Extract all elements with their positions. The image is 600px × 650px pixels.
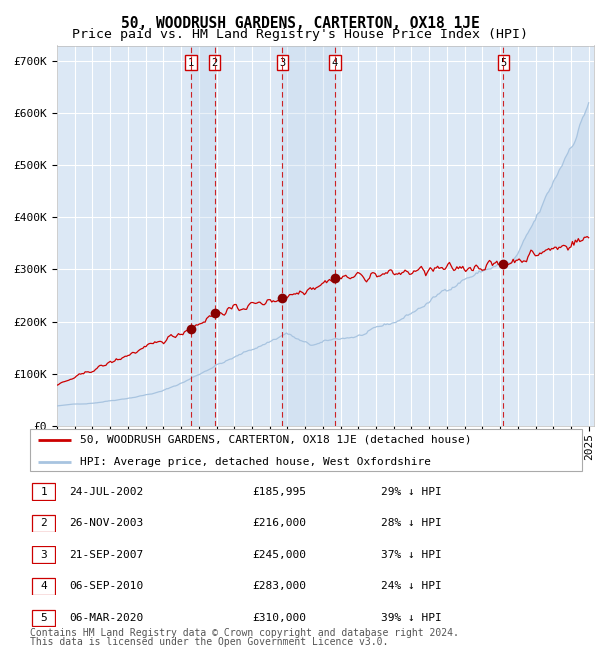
Text: 26-NOV-2003: 26-NOV-2003 [69,518,143,528]
Bar [191,46,215,426]
Text: 06-MAR-2020: 06-MAR-2020 [69,613,143,623]
Text: 5: 5 [500,58,506,68]
Text: 21-SEP-2007: 21-SEP-2007 [69,550,143,560]
Text: 2: 2 [40,518,47,528]
Text: £283,000: £283,000 [252,581,306,592]
Text: Contains HM Land Registry data © Crown copyright and database right 2024.: Contains HM Land Registry data © Crown c… [30,629,459,638]
Text: £245,000: £245,000 [252,550,306,560]
Text: 2: 2 [212,58,218,68]
FancyBboxPatch shape [32,515,55,532]
Text: 29% ↓ HPI: 29% ↓ HPI [381,487,442,497]
Text: 50, WOODRUSH GARDENS, CARTERTON, OX18 1JE (detached house): 50, WOODRUSH GARDENS, CARTERTON, OX18 1J… [80,435,471,445]
Text: 50, WOODRUSH GARDENS, CARTERTON, OX18 1JE: 50, WOODRUSH GARDENS, CARTERTON, OX18 1J… [121,16,479,31]
Text: 24% ↓ HPI: 24% ↓ HPI [381,581,442,592]
FancyBboxPatch shape [32,547,55,563]
Text: 3: 3 [280,58,286,68]
Text: 06-SEP-2010: 06-SEP-2010 [69,581,143,592]
FancyBboxPatch shape [32,483,55,500]
Text: 4: 4 [332,58,338,68]
Text: 37% ↓ HPI: 37% ↓ HPI [381,550,442,560]
FancyBboxPatch shape [32,610,55,627]
Text: 39% ↓ HPI: 39% ↓ HPI [381,613,442,623]
Text: £310,000: £310,000 [252,613,306,623]
FancyBboxPatch shape [30,429,582,471]
Bar [283,46,335,426]
FancyBboxPatch shape [32,578,55,595]
Text: 24-JUL-2002: 24-JUL-2002 [69,487,143,497]
Text: HPI: Average price, detached house, West Oxfordshire: HPI: Average price, detached house, West… [80,457,431,467]
Text: Price paid vs. HM Land Registry's House Price Index (HPI): Price paid vs. HM Land Registry's House … [72,28,528,41]
Text: 1: 1 [188,58,194,68]
Text: 5: 5 [40,613,47,623]
Text: This data is licensed under the Open Government Licence v3.0.: This data is licensed under the Open Gov… [30,637,388,647]
Text: 3: 3 [40,550,47,560]
Text: 1: 1 [40,487,47,497]
Text: £185,995: £185,995 [252,487,306,497]
Text: 28% ↓ HPI: 28% ↓ HPI [381,518,442,528]
Text: £216,000: £216,000 [252,518,306,528]
Text: 4: 4 [40,581,47,592]
